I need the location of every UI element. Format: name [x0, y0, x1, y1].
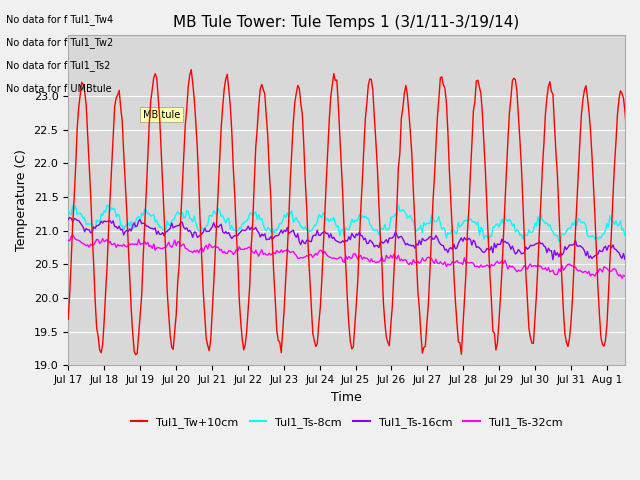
Text: No data for f Tul1_Tw4: No data for f Tul1_Tw4: [6, 14, 113, 25]
Text: MB tule: MB tule: [143, 109, 180, 120]
Text: No data for f UMBtule: No data for f UMBtule: [6, 84, 112, 94]
Title: MB Tule Tower: Tule Temps 1 (3/1/11-3/19/14): MB Tule Tower: Tule Temps 1 (3/1/11-3/19…: [173, 15, 520, 30]
X-axis label: Time: Time: [332, 391, 362, 404]
Text: No data for f Tul1_Ts2: No data for f Tul1_Ts2: [6, 60, 111, 72]
Legend: Tul1_Tw+10cm, Tul1_Ts-8cm, Tul1_Ts-16cm, Tul1_Ts-32cm: Tul1_Tw+10cm, Tul1_Ts-8cm, Tul1_Ts-16cm,…: [126, 412, 567, 432]
Text: No data for f Tul1_Tw2: No data for f Tul1_Tw2: [6, 37, 114, 48]
Y-axis label: Temperature (C): Temperature (C): [15, 149, 28, 251]
